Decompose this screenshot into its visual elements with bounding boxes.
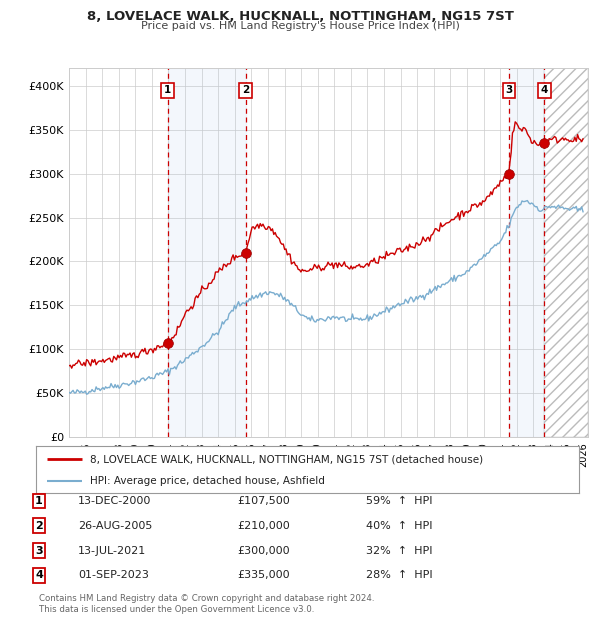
Text: Price paid vs. HM Land Registry's House Price Index (HPI): Price paid vs. HM Land Registry's House … [140, 21, 460, 31]
Text: 1: 1 [164, 85, 171, 95]
Text: £300,000: £300,000 [237, 546, 290, 556]
Text: 2: 2 [35, 521, 43, 531]
Text: 4: 4 [541, 85, 548, 95]
Text: 01-SEP-2023: 01-SEP-2023 [78, 570, 149, 580]
Text: Contains HM Land Registry data © Crown copyright and database right 2024.
This d: Contains HM Land Registry data © Crown c… [39, 595, 374, 614]
Text: 1: 1 [35, 496, 43, 506]
Text: 3: 3 [35, 546, 43, 556]
Text: 13-DEC-2000: 13-DEC-2000 [78, 496, 151, 506]
Text: £107,500: £107,500 [237, 496, 290, 506]
Text: £210,000: £210,000 [237, 521, 290, 531]
Text: 3: 3 [505, 85, 512, 95]
Text: 13-JUL-2021: 13-JUL-2021 [78, 546, 146, 556]
Text: 32%  ↑  HPI: 32% ↑ HPI [366, 546, 433, 556]
Text: HPI: Average price, detached house, Ashfield: HPI: Average price, detached house, Ashf… [91, 476, 325, 486]
Text: £335,000: £335,000 [237, 570, 290, 580]
Text: 59%  ↑  HPI: 59% ↑ HPI [366, 496, 433, 506]
Text: 8, LOVELACE WALK, HUCKNALL, NOTTINGHAM, NG15 7ST: 8, LOVELACE WALK, HUCKNALL, NOTTINGHAM, … [86, 10, 514, 23]
Text: 2: 2 [242, 85, 249, 95]
Text: 26-AUG-2005: 26-AUG-2005 [78, 521, 152, 531]
Text: 40%  ↑  HPI: 40% ↑ HPI [366, 521, 433, 531]
Text: 28%  ↑  HPI: 28% ↑ HPI [366, 570, 433, 580]
Text: 8, LOVELACE WALK, HUCKNALL, NOTTINGHAM, NG15 7ST (detached house): 8, LOVELACE WALK, HUCKNALL, NOTTINGHAM, … [91, 454, 484, 464]
Bar [509, 68, 544, 437]
Text: 4: 4 [35, 570, 43, 580]
Bar [167, 68, 245, 437]
